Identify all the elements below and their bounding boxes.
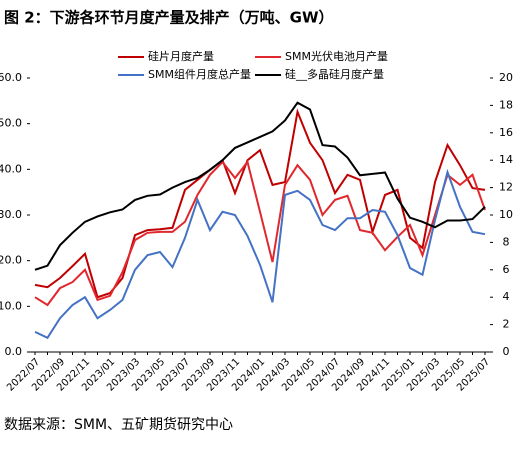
legend-label: 硅片月度产量 bbox=[148, 49, 214, 63]
series-line bbox=[34, 108, 486, 299]
chart-title: 图 2：下游各环节月度产量及排产（万吨、GW） bbox=[4, 9, 334, 27]
y-tick-label: 30.0 bbox=[0, 208, 22, 221]
y2-tick-label: 8 bbox=[503, 235, 510, 248]
y2-tick-label: 12 bbox=[499, 181, 513, 194]
legend-label: SMM组件月度总产量 bbox=[148, 67, 251, 81]
y2-tick-label: 16 bbox=[499, 126, 513, 139]
legend-label: 硅__多晶硅月度产量 bbox=[285, 67, 384, 81]
y2-tick-label: 4 bbox=[503, 290, 510, 303]
y2-tick-label: 20 bbox=[499, 71, 513, 84]
y-tick-label: 50.0 bbox=[0, 117, 22, 130]
y2-tick-label: 18 bbox=[499, 98, 513, 111]
series-line bbox=[34, 101, 486, 271]
series-line bbox=[34, 168, 486, 340]
y2-tick-label: 14 bbox=[499, 153, 513, 166]
y-tick-label: 40.0 bbox=[0, 162, 22, 175]
y2-tick-label: 10 bbox=[499, 208, 513, 221]
y-tick-label: 0.0 bbox=[5, 345, 23, 358]
legend-label: SMM光伏电池月产量 bbox=[285, 49, 388, 63]
y2-tick-label: 6 bbox=[503, 263, 510, 276]
y-tick-label: 20.0 bbox=[0, 254, 22, 267]
y-tick-label: 60.0 bbox=[0, 71, 22, 84]
series-line bbox=[34, 159, 486, 307]
source: 数据来源：SMM、五矿期货研究中心 bbox=[4, 416, 233, 433]
y2-tick-label: 2 bbox=[503, 318, 510, 331]
y-tick-label: 10.0 bbox=[0, 299, 22, 312]
y2-tick-label: 0 bbox=[503, 345, 510, 358]
